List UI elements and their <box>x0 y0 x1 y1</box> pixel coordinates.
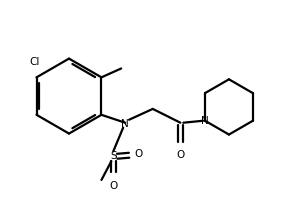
Text: Cl: Cl <box>29 58 40 68</box>
Text: N: N <box>201 116 209 126</box>
Text: S: S <box>110 151 117 161</box>
Text: N: N <box>121 119 129 129</box>
Text: O: O <box>176 150 185 160</box>
Text: O: O <box>135 149 143 159</box>
Text: O: O <box>109 181 117 191</box>
